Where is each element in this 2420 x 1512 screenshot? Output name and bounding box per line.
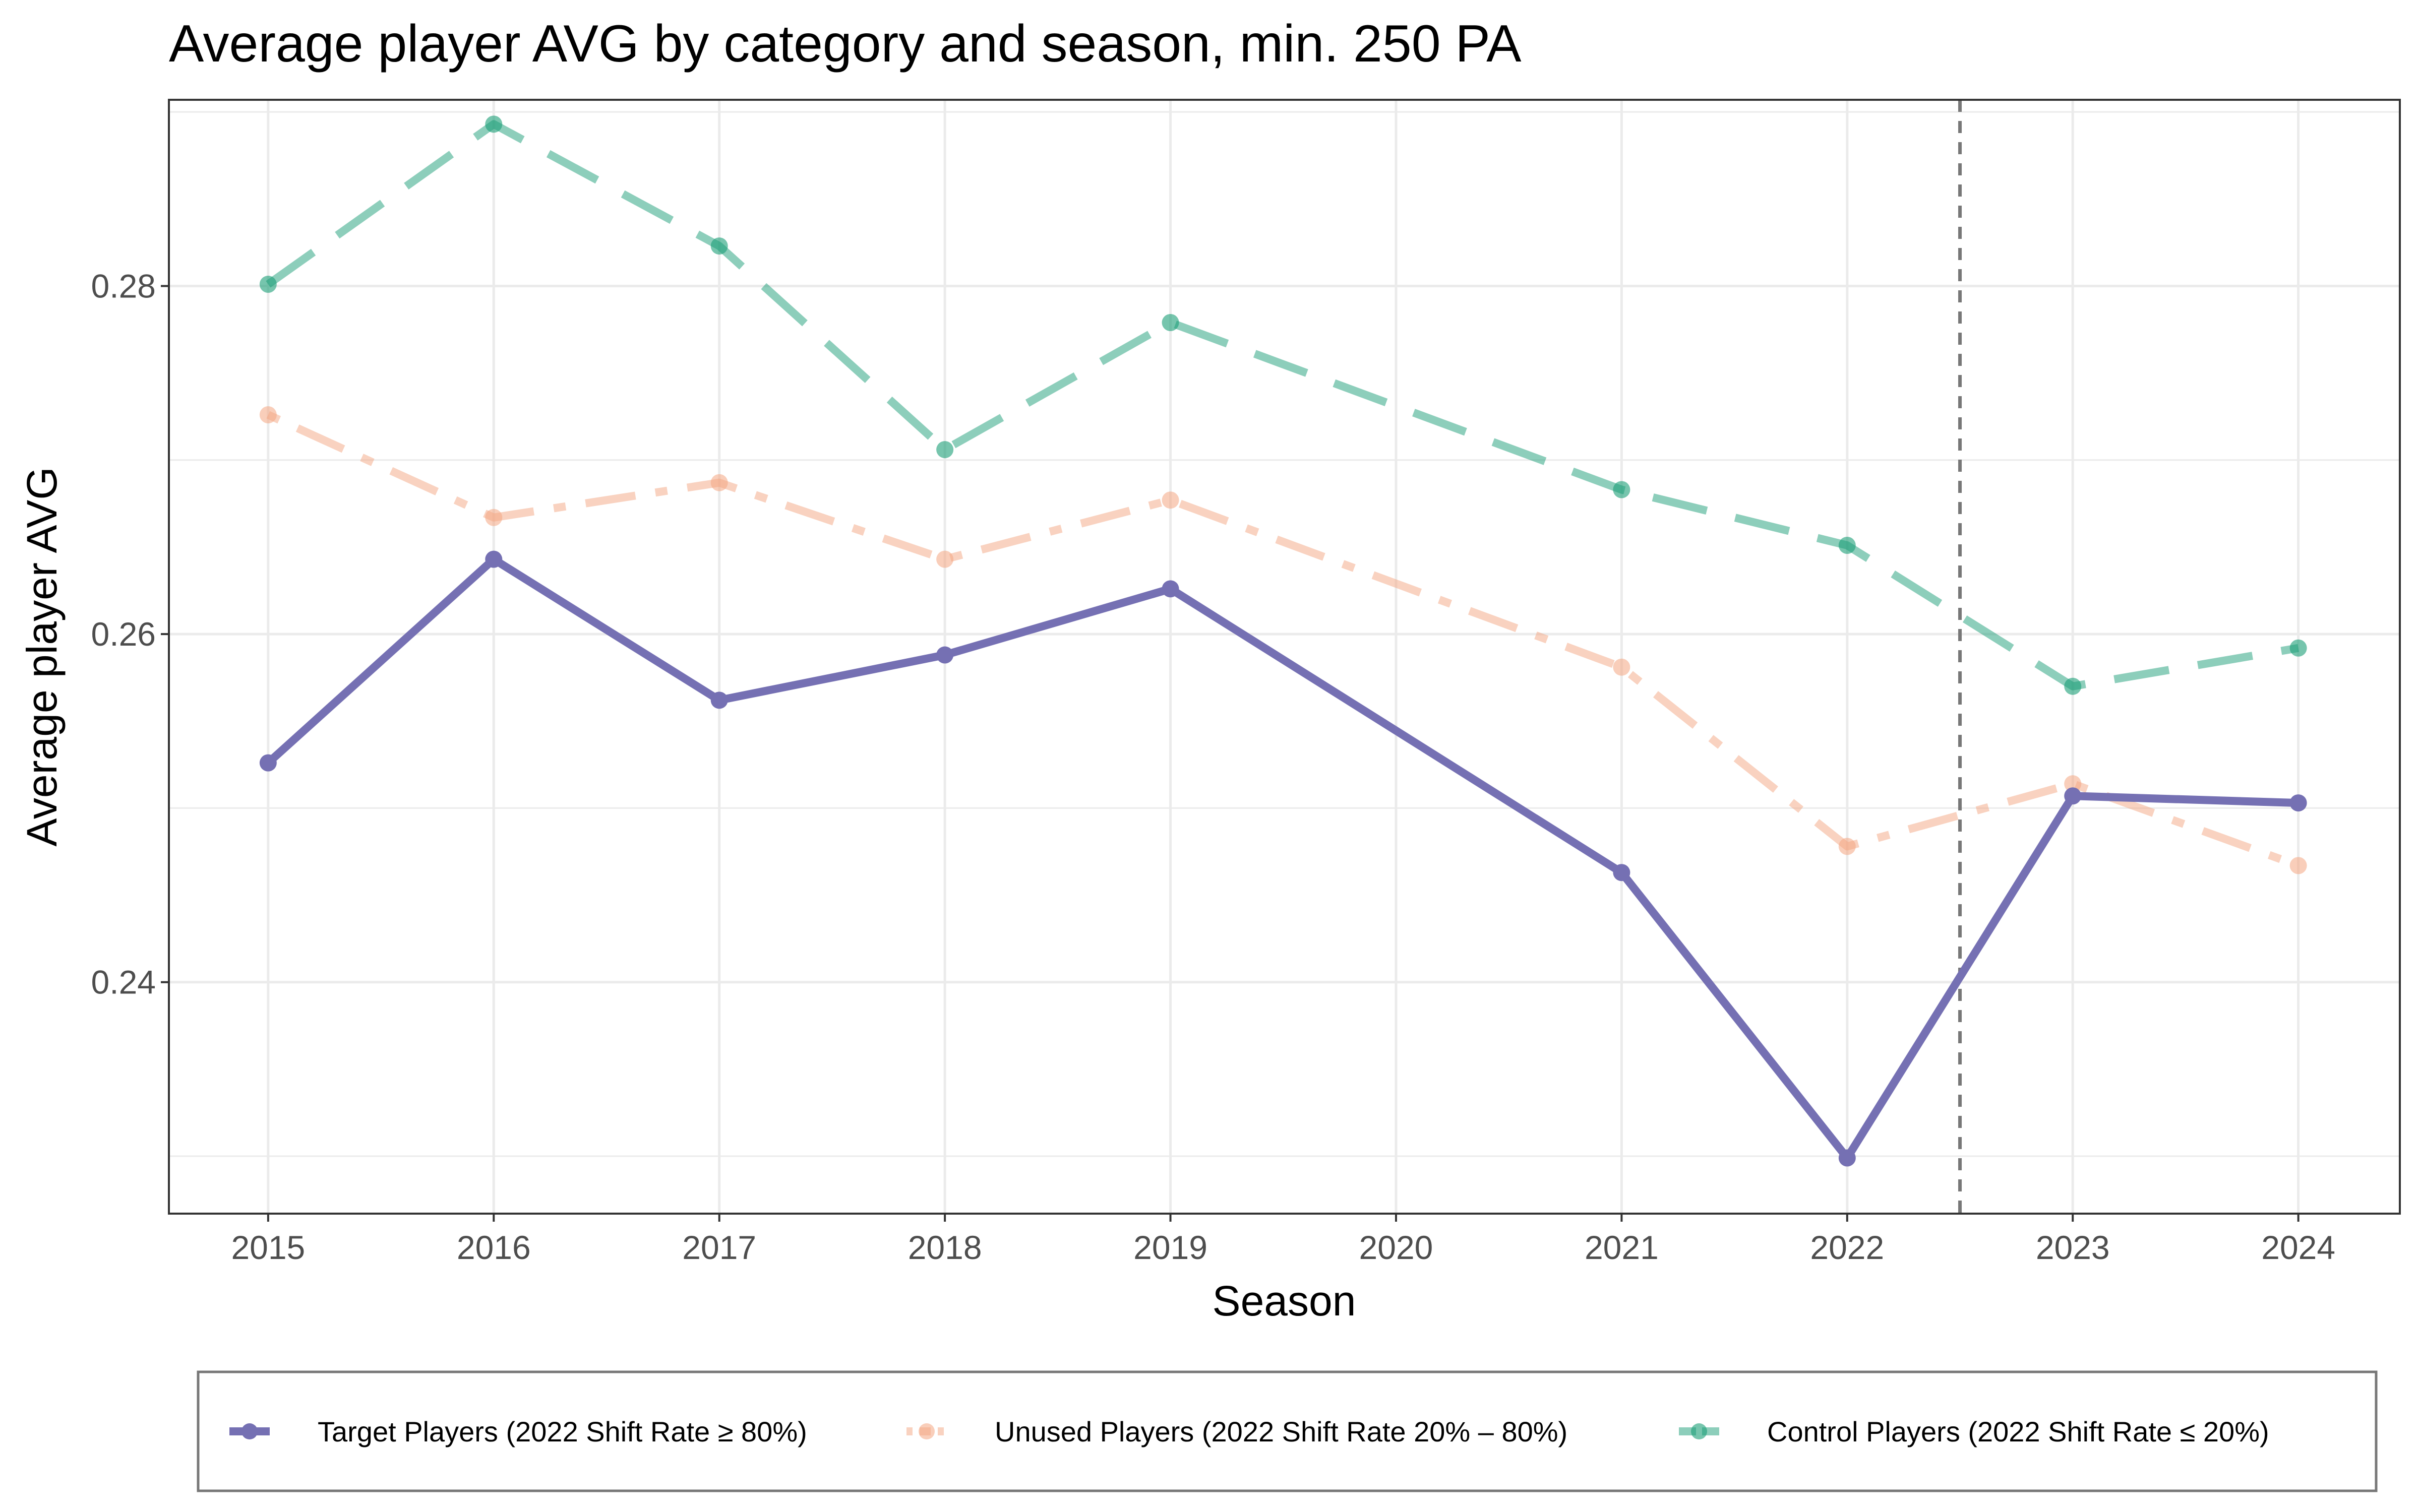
data-point-solid bbox=[485, 550, 503, 568]
data-point-dotdash bbox=[1162, 491, 1179, 509]
data-point-solid bbox=[1613, 864, 1630, 881]
data-point-dotdash bbox=[936, 550, 954, 568]
data-point-dotdash bbox=[2289, 857, 2307, 874]
data-point-longdash bbox=[2289, 639, 2307, 657]
x-axis: 2015 2016 2017 2018 2019 2020 2021 2022 2023 2024 bbox=[231, 1214, 2335, 1266]
y-tick-label: 0.26 bbox=[91, 615, 156, 653]
x-tick-label: 2022 bbox=[1810, 1229, 1884, 1266]
data-point-solid bbox=[2064, 787, 2082, 805]
data-point-dotdash bbox=[2064, 775, 2082, 793]
data-point-longdash bbox=[1613, 481, 1630, 498]
legend-box bbox=[197, 1370, 2378, 1492]
chart-title: Average player AVG by category and seaso… bbox=[169, 15, 1522, 73]
x-tick-label: 2024 bbox=[2261, 1229, 2335, 1266]
data-point-solid bbox=[259, 754, 277, 772]
data-point-dotdash bbox=[1613, 658, 1630, 676]
data-point-dotdash bbox=[1838, 838, 1856, 855]
x-tick-label: 2021 bbox=[1585, 1229, 1659, 1266]
x-tick-label: 2018 bbox=[908, 1229, 982, 1266]
x-tick-label: 2023 bbox=[2036, 1229, 2110, 1266]
legend-key-point bbox=[919, 1423, 935, 1439]
series-line-longdash bbox=[266, 120, 2300, 690]
x-tick-label: 2020 bbox=[1359, 1229, 1433, 1266]
data-point-longdash bbox=[936, 441, 954, 459]
data-point-longdash bbox=[2064, 677, 2082, 695]
y-tick-label: 0.24 bbox=[91, 964, 156, 1001]
data-point-dotdash bbox=[710, 474, 728, 491]
x-tick-label: 2016 bbox=[457, 1229, 531, 1266]
legend-label: Control Players (2022 Shift Rate ≤ 20%) bbox=[1767, 1416, 2269, 1447]
data-point-longdash bbox=[710, 237, 728, 255]
data-point-solid bbox=[710, 691, 728, 709]
data-point-longdash bbox=[259, 276, 277, 293]
series-layer bbox=[259, 115, 2307, 1167]
y-axis-title: Average player AVG bbox=[18, 467, 66, 846]
x-tick-label: 2019 bbox=[1133, 1229, 1207, 1266]
data-point-solid bbox=[936, 646, 954, 664]
data-point-solid bbox=[2289, 794, 2307, 812]
legend: Target Players (2022 Shift Rate ≥ 80%) Un… bbox=[229, 1416, 2269, 1447]
legend-label: Target Players (2022 Shift Rate ≥ 80%) bbox=[318, 1416, 807, 1447]
data-point-dotdash bbox=[259, 406, 277, 424]
legend-key-point bbox=[1691, 1423, 1707, 1439]
plot-panel-border bbox=[168, 99, 2401, 1215]
y-axis: 0.24 0.26 0.28 bbox=[91, 267, 169, 1001]
x-axis-title: Season bbox=[1213, 1277, 1356, 1325]
x-tick-label: 2017 bbox=[682, 1229, 756, 1266]
legend-key-point bbox=[241, 1423, 258, 1439]
y-tick-label: 0.28 bbox=[91, 267, 156, 304]
data-point-solid bbox=[1162, 580, 1179, 598]
legend-label: Unused Players (2022 Shift Rate 20% – 80… bbox=[995, 1416, 1567, 1447]
data-point-longdash bbox=[1162, 314, 1179, 331]
data-point-dotdash bbox=[485, 509, 503, 526]
data-point-longdash bbox=[1838, 537, 1856, 554]
data-point-longdash bbox=[485, 115, 503, 133]
x-tick-label: 2015 bbox=[231, 1229, 305, 1266]
data-point-solid bbox=[1838, 1149, 1856, 1167]
